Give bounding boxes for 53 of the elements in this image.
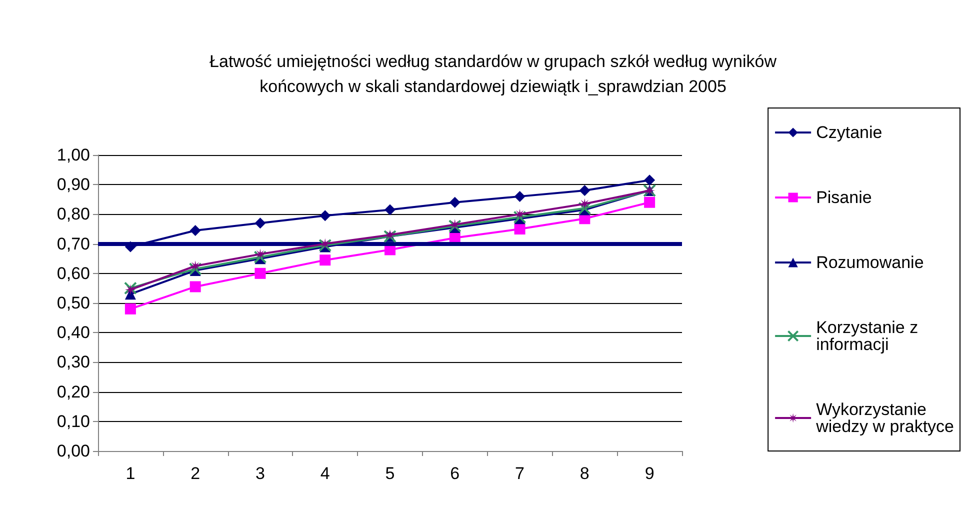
legend-label: Czytanie — [816, 123, 882, 142]
legend-label: Rozumowanie — [816, 253, 924, 272]
legend-label: Wykorzystanie wiedzy w praktyce — [815, 400, 954, 436]
y-tick-label: 0,50 — [56, 294, 90, 312]
point — [644, 174, 656, 186]
point — [579, 185, 590, 196]
legend-label: Pisanie — [816, 188, 872, 207]
point — [188, 262, 202, 276]
y-tick-label: 0,60 — [56, 264, 90, 283]
x-tick-label: 7 — [515, 464, 525, 483]
y-tick-label: 1,00 — [56, 146, 90, 164]
y-tick-label: 0,10 — [56, 412, 90, 431]
x-tick-label: 8 — [580, 464, 590, 483]
point — [514, 208, 526, 220]
point — [514, 224, 526, 234]
point — [254, 268, 266, 279]
y-tick-label: 0,40 — [56, 323, 90, 342]
y-tick-label: 0,90 — [56, 175, 90, 194]
point — [513, 210, 526, 224]
point — [384, 204, 396, 216]
x-tick-label: 9 — [644, 464, 654, 483]
y-tick-label: 0,00 — [56, 442, 90, 460]
point — [254, 218, 266, 229]
x-tick-label: 5 — [385, 464, 395, 483]
point — [124, 282, 137, 295]
point — [644, 196, 656, 208]
point — [514, 190, 526, 202]
y-tick-label: 0,70 — [56, 234, 90, 254]
legend-label: Korzystanie z informacji — [816, 318, 923, 354]
point — [190, 260, 201, 272]
chart-title: Łatwość umiejętności według standardów w grupach szkół według wyników końcowych w skali standardowej dziewiątk i_sprawdzian 2005 — [210, 52, 778, 96]
point — [448, 220, 462, 233]
point — [449, 196, 460, 208]
point — [190, 281, 201, 292]
point — [320, 254, 331, 266]
point — [190, 224, 201, 236]
point — [579, 198, 590, 210]
point — [318, 238, 332, 252]
x-tick-label: 2 — [190, 464, 200, 483]
point — [124, 303, 136, 314]
point — [449, 219, 460, 230]
x-tick-label: 3 — [255, 464, 265, 483]
x-tick-label: 6 — [450, 464, 460, 483]
point — [254, 248, 266, 260]
point — [254, 250, 267, 264]
y-tick-label: 0,80 — [56, 204, 90, 224]
x-tick-label: 1 — [126, 464, 136, 483]
point — [320, 210, 331, 222]
x-tick-label: 4 — [320, 464, 330, 483]
point — [124, 284, 136, 296]
point — [578, 202, 592, 215]
y-tick-label: 0,20 — [56, 382, 90, 402]
y-tick-label: 0,30 — [56, 352, 90, 372]
